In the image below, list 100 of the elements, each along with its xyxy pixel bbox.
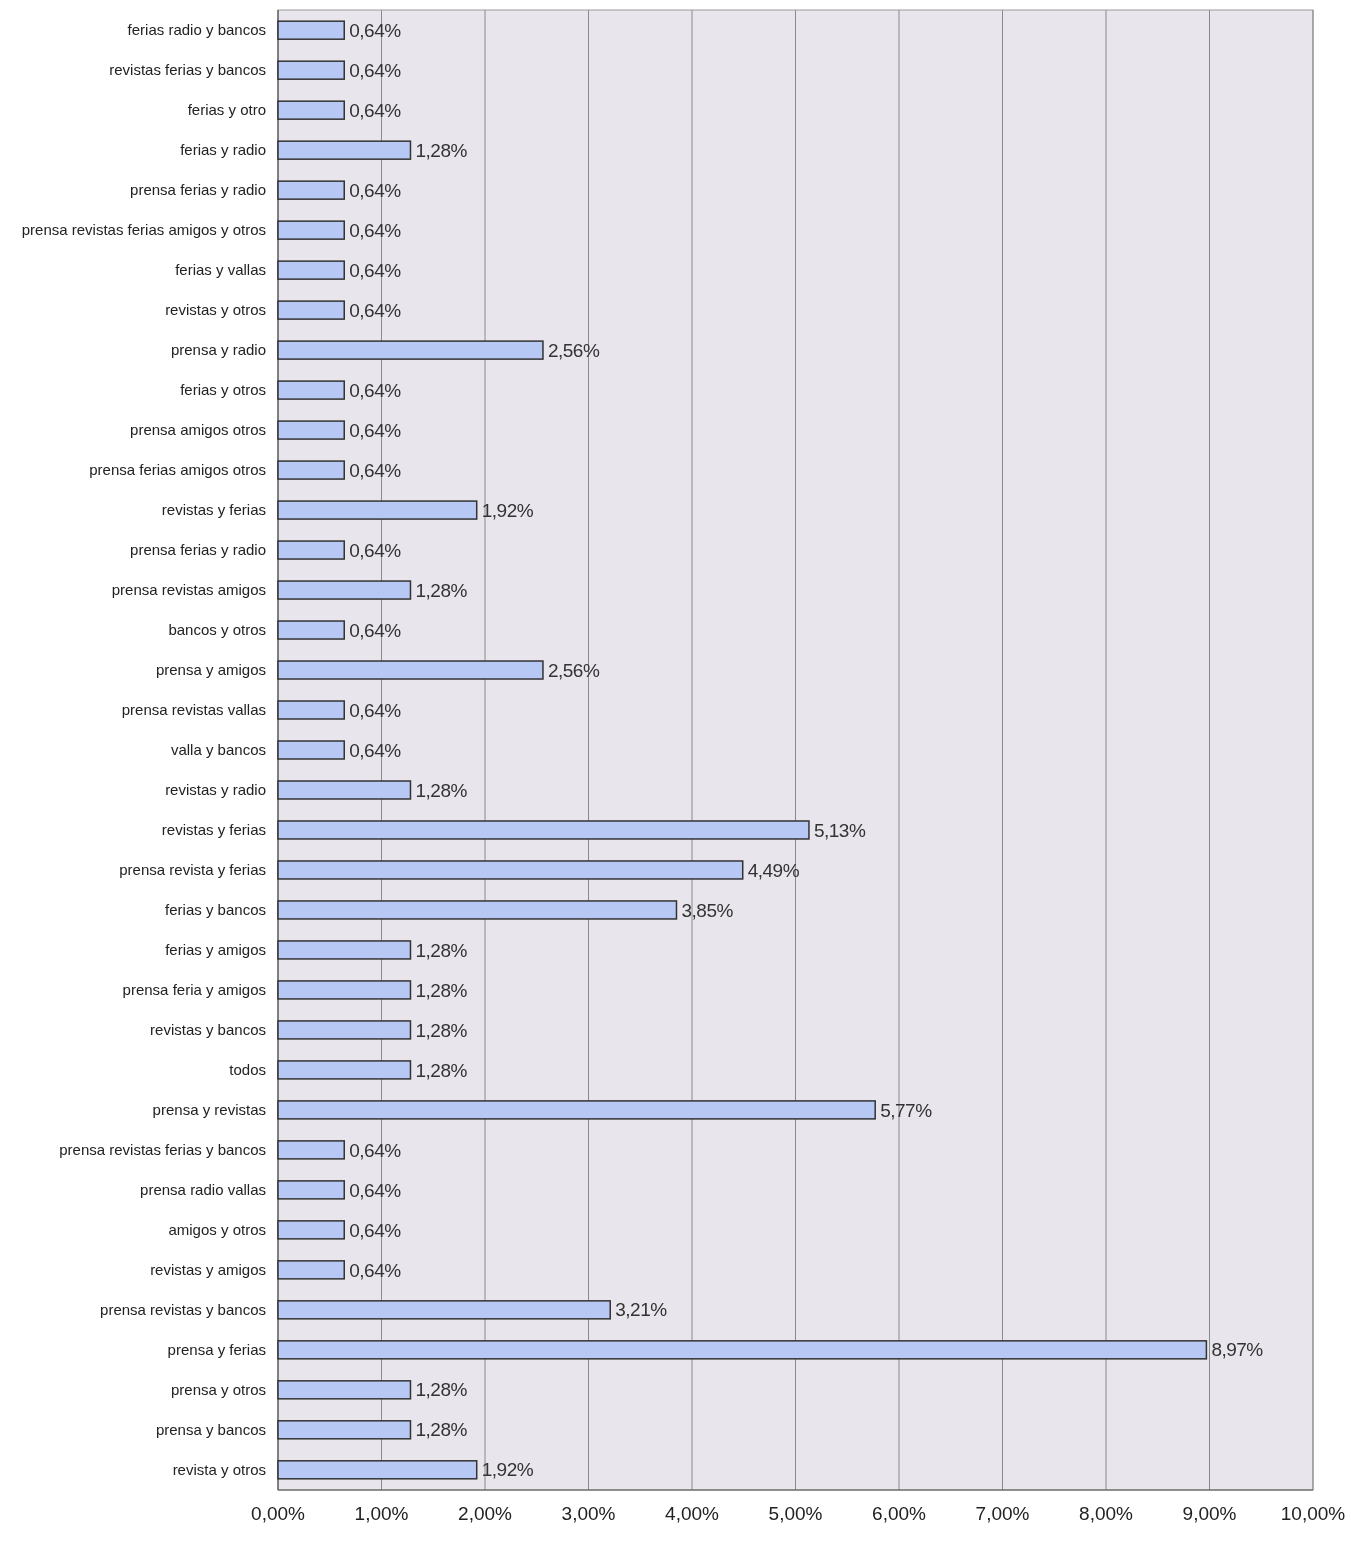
data-label: 1,92% — [481, 499, 534, 521]
x-tick-label: 2,00% — [458, 1503, 513, 1524]
data-label: 0,64% — [349, 1219, 402, 1241]
data-label: 0,64% — [349, 739, 402, 761]
data-label: 3,21% — [615, 1299, 668, 1321]
bar — [277, 460, 345, 480]
x-tick-label: 10,00% — [1280, 1503, 1346, 1524]
y-tick-label: revista y otros — [172, 1461, 266, 1479]
y-tick-label: todos — [229, 1061, 266, 1079]
x-tick-label: 4,00% — [665, 1503, 720, 1524]
bar — [277, 940, 412, 960]
y-tick-label: prensa revistas amigos — [111, 581, 266, 599]
data-label: 3,85% — [681, 899, 734, 921]
bar — [277, 380, 345, 400]
data-label: 1,92% — [481, 1459, 534, 1481]
y-tick-label: ferias y radio — [180, 141, 266, 159]
data-label: 0,64% — [349, 179, 402, 201]
bar — [277, 620, 345, 640]
data-label: 1,28% — [415, 1419, 468, 1441]
y-tick-label: revistas y ferias — [161, 821, 266, 839]
y-tick-label: ferias y otros — [180, 381, 266, 399]
data-label: 0,64% — [349, 419, 402, 441]
bar — [277, 1300, 611, 1320]
y-tick-label: valla y bancos — [170, 741, 266, 759]
bar — [277, 260, 345, 280]
y-tick-label: prensa y ferias — [167, 1341, 266, 1359]
bar — [277, 1100, 876, 1120]
y-tick-label: amigos y otros — [168, 1221, 266, 1239]
bar — [277, 660, 544, 680]
x-tick-label: 8,00% — [1079, 1503, 1134, 1524]
y-tick-label: prensa feria y amigos — [122, 981, 266, 999]
data-label: 8,97% — [1211, 1339, 1264, 1361]
x-tick-label: 7,00% — [975, 1503, 1030, 1524]
data-label: 1,28% — [415, 939, 468, 961]
y-tick-label: prensa revistas vallas — [121, 701, 266, 719]
data-label: 5,13% — [813, 819, 866, 841]
data-label: 1,28% — [415, 139, 468, 161]
y-tick-label: revistas y otros — [165, 301, 266, 319]
bar — [277, 220, 345, 240]
bar — [277, 820, 810, 840]
bar — [277, 340, 544, 360]
data-label: 2,56% — [547, 339, 600, 361]
x-tick-label: 6,00% — [872, 1503, 927, 1524]
data-label: 1,28% — [415, 1059, 468, 1081]
y-tick-label: prensa radio vallas — [140, 1181, 266, 1199]
bar — [277, 300, 345, 320]
data-label: 1,28% — [415, 1019, 468, 1041]
y-tick-label: prensa revistas ferias y bancos — [59, 1141, 266, 1159]
bar — [277, 1180, 345, 1200]
data-label: 0,64% — [349, 539, 402, 561]
y-tick-label: ferias radio y bancos — [127, 21, 266, 39]
bar — [277, 1020, 412, 1040]
data-label: 0,64% — [349, 299, 402, 321]
bar — [277, 1380, 412, 1400]
y-tick-label: bancos y otros — [168, 621, 266, 639]
bar — [277, 500, 478, 520]
data-label: 0,64% — [349, 699, 402, 721]
y-tick-label: ferias y otro — [187, 101, 266, 119]
y-tick-label: revistas y amigos — [150, 1261, 266, 1279]
data-label: 1,28% — [415, 979, 468, 1001]
data-label: 2,56% — [547, 659, 600, 681]
y-tick-label: prensa revistas ferias amigos y otros — [21, 221, 266, 239]
x-tick-label: 0,00% — [251, 1503, 306, 1524]
bar — [277, 1140, 345, 1160]
bar — [277, 780, 412, 800]
bar — [277, 860, 744, 880]
bar — [277, 180, 345, 200]
y-tick-label: prensa y bancos — [155, 1421, 266, 1439]
data-label: 0,64% — [349, 459, 402, 481]
data-label: 5,77% — [880, 1099, 933, 1121]
y-tick-label: revistas y radio — [165, 781, 266, 799]
data-label: 1,28% — [415, 779, 468, 801]
y-tick-label: prensa y revistas — [152, 1101, 266, 1119]
bar — [277, 980, 412, 1000]
bar — [277, 540, 345, 560]
y-tick-label: ferias y vallas — [175, 261, 266, 279]
data-label: 0,64% — [349, 219, 402, 241]
data-label: 0,64% — [349, 1139, 402, 1161]
bar — [277, 1460, 478, 1480]
bar — [277, 740, 345, 760]
x-tick-label: 5,00% — [768, 1503, 823, 1524]
data-label: 0,64% — [349, 59, 402, 81]
data-label: 0,64% — [349, 1179, 402, 1201]
data-label: 0,64% — [349, 259, 402, 281]
data-label: 4,49% — [747, 859, 800, 881]
bar — [277, 1340, 1208, 1360]
y-tick-label: prensa ferias y radio — [130, 181, 266, 199]
data-label: 1,28% — [415, 1379, 468, 1401]
y-tick-label: prensa y amigos — [155, 661, 266, 679]
y-tick-label: prensa ferias y radio — [130, 541, 266, 559]
bar — [277, 580, 412, 600]
y-tick-label: prensa y radio — [170, 341, 266, 359]
y-tick-label: revistas ferias y bancos — [109, 61, 266, 79]
x-tick-label: 9,00% — [1182, 1503, 1237, 1524]
bar — [277, 1420, 412, 1440]
x-tick-label: 3,00% — [561, 1503, 616, 1524]
y-tick-label: revistas y ferias — [161, 501, 266, 519]
y-tick-label: prensa revistas y bancos — [100, 1301, 266, 1319]
y-tick-label: revistas y bancos — [150, 1021, 266, 1039]
bar — [277, 420, 345, 440]
